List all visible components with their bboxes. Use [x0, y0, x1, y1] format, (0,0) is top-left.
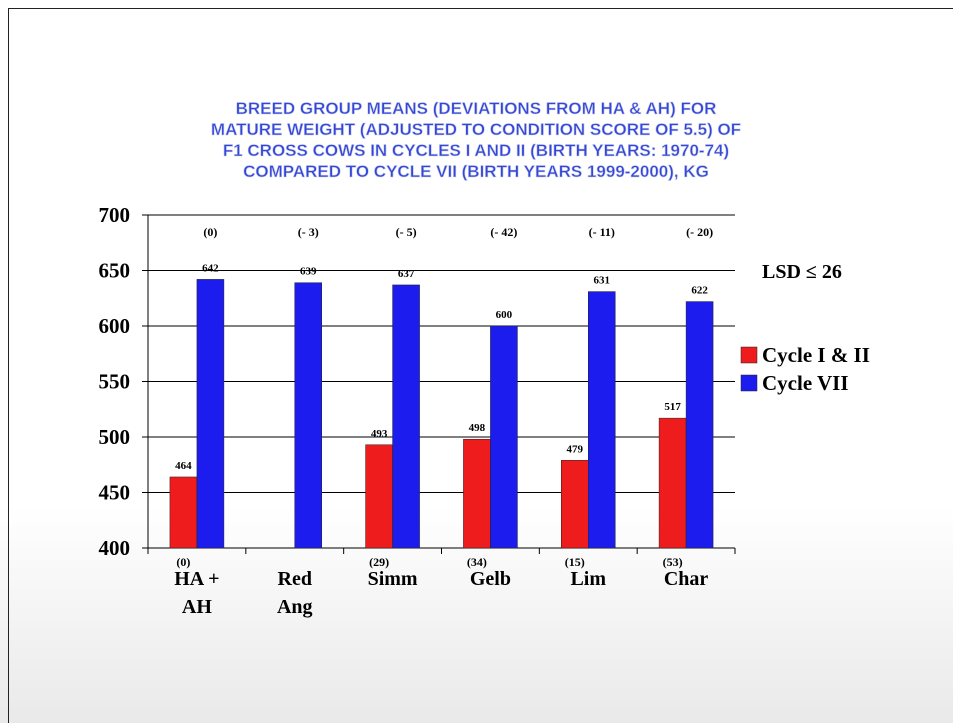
deviation-label: (- 11)	[589, 225, 615, 239]
value-label: 622	[691, 285, 708, 297]
x-tick-label: Red Ang	[276, 568, 313, 618]
value-label: 631	[594, 275, 611, 287]
bar	[392, 284, 420, 549]
legend-swatch	[740, 346, 758, 364]
deviation-label: (- 5)	[396, 225, 417, 239]
value-label: 637	[398, 268, 415, 280]
bar	[685, 301, 714, 549]
bar	[294, 282, 322, 549]
x-tick-label: Lim	[570, 568, 607, 590]
legend-label: Cycle I & II	[762, 343, 870, 367]
value-label: 517	[664, 401, 681, 413]
bar	[658, 417, 687, 549]
value-label: 600	[496, 309, 513, 321]
value-label: 493	[371, 428, 388, 440]
value-label: 642	[202, 262, 219, 274]
value-label: 639	[300, 266, 317, 278]
chart-title: COMPARED TO CYCLE VII (BIRTH YEARS 1999-…	[243, 162, 709, 181]
y-tick-label: 450	[99, 481, 131, 505]
deviation-label: (- 20)	[686, 225, 713, 239]
bar	[490, 325, 518, 549]
bar	[365, 444, 393, 549]
value-label: 464	[175, 460, 192, 472]
deviation-label: (0)	[203, 225, 217, 239]
deviation-label: (29)	[369, 555, 389, 569]
slide-border	[8, 8, 953, 723]
deviation-label: (15)	[565, 555, 585, 569]
x-tick-label: Char	[663, 568, 709, 590]
x-tick-label: Simm	[367, 568, 418, 590]
deviation-label: (- 42)	[490, 225, 517, 239]
legend-swatch	[740, 374, 758, 392]
y-tick-label: 700	[99, 203, 131, 227]
bar	[561, 460, 589, 549]
deviation-label: (0)	[176, 555, 190, 569]
bar	[463, 438, 491, 549]
bar	[588, 291, 616, 549]
deviation-label: (- 3)	[298, 225, 319, 239]
bar	[169, 476, 198, 549]
bar	[196, 279, 225, 549]
deviation-label: (53)	[663, 555, 683, 569]
y-tick-label: 650	[99, 259, 131, 283]
legend-label: Cycle VII	[762, 371, 849, 395]
y-tick-label: 600	[99, 314, 131, 338]
chart-title: MATURE WEIGHT (ADJUSTED TO CONDITION SCO…	[211, 120, 741, 139]
deviation-label: (34)	[467, 555, 487, 569]
x-tick-label: HA + AH	[174, 568, 220, 618]
y-tick-label: 400	[99, 536, 131, 560]
chart-title: BREED GROUP MEANS (DEVIATIONS FROM HA & …	[236, 99, 717, 118]
chart-title: F1 CROSS COWS IN CYCLES I AND II (BIRTH …	[223, 141, 729, 160]
y-tick-label: 550	[99, 370, 131, 394]
x-tick-label: Gelb	[469, 568, 511, 590]
y-tick-label: 500	[99, 425, 131, 449]
value-label: 479	[567, 443, 584, 455]
value-label: 498	[469, 422, 486, 434]
annotation: LSD ≤ 26	[762, 261, 842, 283]
